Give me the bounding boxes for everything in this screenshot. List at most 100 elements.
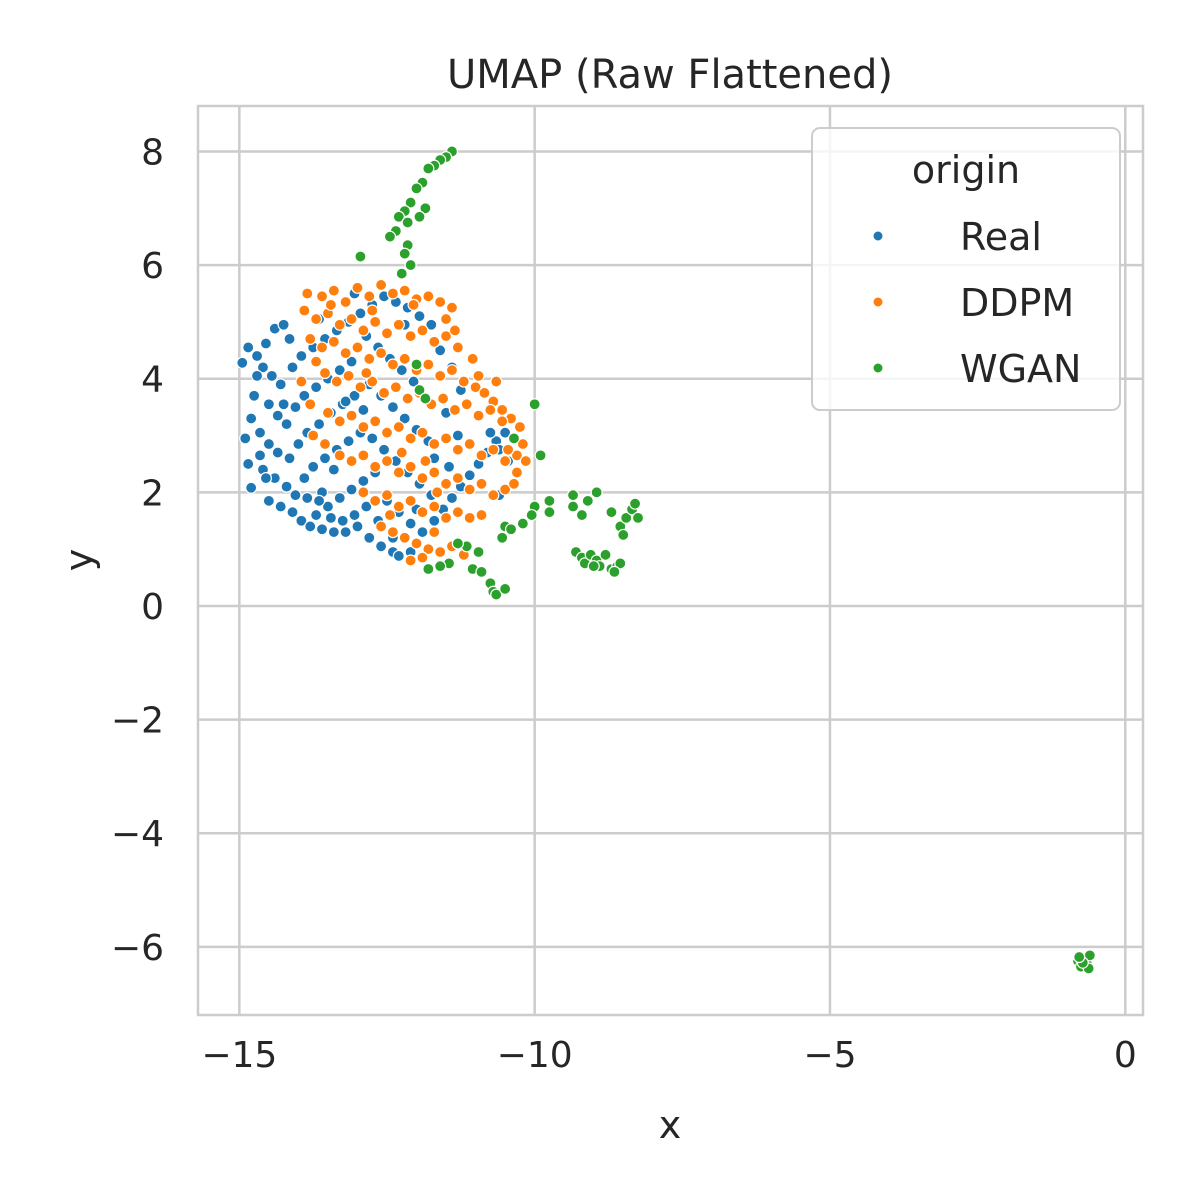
wgan-point xyxy=(419,392,432,405)
real-point xyxy=(321,500,335,513)
real-point xyxy=(374,540,388,553)
real-point xyxy=(256,361,270,374)
ddpm-point xyxy=(386,525,400,539)
wgan-point xyxy=(395,267,408,280)
ddpm-point xyxy=(419,454,432,468)
legend-title: origin xyxy=(912,148,1020,192)
y-tick-label: 6 xyxy=(141,246,164,287)
chart-title: UMAP (Raw Flattened) xyxy=(447,52,893,98)
ddpm-point xyxy=(451,341,464,354)
ddpm-point xyxy=(463,483,476,496)
real-point xyxy=(463,469,476,482)
ddpm-point xyxy=(383,508,397,522)
wgan-point xyxy=(528,398,541,411)
ddpm-point xyxy=(324,298,337,311)
real-point xyxy=(398,412,411,425)
real-point xyxy=(292,437,305,451)
ddpm-point xyxy=(339,295,352,309)
real-point xyxy=(289,401,302,414)
ddpm-point xyxy=(395,446,408,459)
wgan-point xyxy=(1073,950,1086,964)
wgan-point xyxy=(354,250,367,263)
ddpm-point xyxy=(466,352,479,365)
ddpm-point xyxy=(404,432,417,445)
ddpm-point xyxy=(460,398,473,411)
ddpm-point xyxy=(439,477,453,490)
real-point xyxy=(354,307,367,320)
ddpm-point xyxy=(398,284,411,297)
ddpm-point xyxy=(448,324,462,337)
ddpm-point xyxy=(428,500,441,513)
wgan-point xyxy=(575,508,589,522)
ddpm-point xyxy=(416,506,429,519)
real-point xyxy=(484,426,497,439)
real-point xyxy=(245,481,258,494)
real-point xyxy=(298,389,311,402)
wgan-point xyxy=(410,358,423,371)
wgan-point xyxy=(472,545,485,559)
wgan-point xyxy=(605,506,618,519)
real-point xyxy=(407,375,420,388)
ddpm-point xyxy=(490,375,503,388)
ddpm-point xyxy=(386,358,400,371)
real-point xyxy=(283,452,296,465)
legend-marker-real xyxy=(872,230,884,242)
wgan-point xyxy=(413,383,426,397)
real-point xyxy=(286,361,299,374)
y-tick-label: 2 xyxy=(141,473,164,514)
real-point xyxy=(425,318,438,331)
y-tick-label: −6 xyxy=(111,928,164,969)
legend: origin Real DDPM WGAN xyxy=(811,127,1121,411)
real-point xyxy=(395,364,408,377)
wgan-point xyxy=(413,210,426,223)
real-point xyxy=(277,318,290,331)
wgan-point xyxy=(566,500,580,513)
ddpm-point xyxy=(487,489,500,502)
ddpm-point xyxy=(342,369,355,382)
real-point xyxy=(336,514,349,527)
ddpm-point xyxy=(310,355,323,368)
real-point xyxy=(499,426,512,439)
ddpm-point xyxy=(439,511,453,524)
real-point xyxy=(342,435,355,448)
real-point xyxy=(363,531,376,544)
ddpm-point xyxy=(380,327,394,340)
real-point xyxy=(262,437,275,451)
ddpm-point xyxy=(407,298,420,311)
ddpm-point xyxy=(369,460,382,473)
ddpm-point xyxy=(510,466,524,479)
ddpm-point xyxy=(416,551,429,564)
real-point xyxy=(442,460,456,473)
real-point xyxy=(451,429,464,442)
ddpm-point xyxy=(472,369,485,382)
real-point xyxy=(253,449,267,462)
ddpm-point xyxy=(357,449,370,462)
real-point xyxy=(259,472,273,485)
ddpm-point xyxy=(416,324,429,337)
ddpm-point xyxy=(475,508,488,522)
ddpm-point xyxy=(499,483,512,496)
real-point xyxy=(327,525,340,539)
ddpm-point xyxy=(380,426,394,439)
real-point xyxy=(416,525,429,539)
wgan-point xyxy=(525,508,538,522)
wgan-point xyxy=(499,582,512,596)
real-point xyxy=(277,398,290,411)
ddpm-point xyxy=(422,358,435,371)
x-tick-label: 0 xyxy=(1114,1035,1137,1076)
ddpm-point xyxy=(357,486,370,499)
ddpm-point xyxy=(318,437,332,451)
ddpm-point xyxy=(487,443,500,456)
wgan-point xyxy=(587,560,600,573)
real-point xyxy=(242,341,255,354)
wgan-point xyxy=(534,449,547,462)
ddpm-point xyxy=(366,375,379,388)
real-point xyxy=(404,517,417,530)
ddpm-point xyxy=(333,415,346,428)
wgan-point xyxy=(614,557,627,570)
wgan-point xyxy=(507,432,521,445)
real-point xyxy=(265,369,278,382)
ddpm-point xyxy=(422,290,435,303)
legend-marker-wgan xyxy=(872,362,884,374)
